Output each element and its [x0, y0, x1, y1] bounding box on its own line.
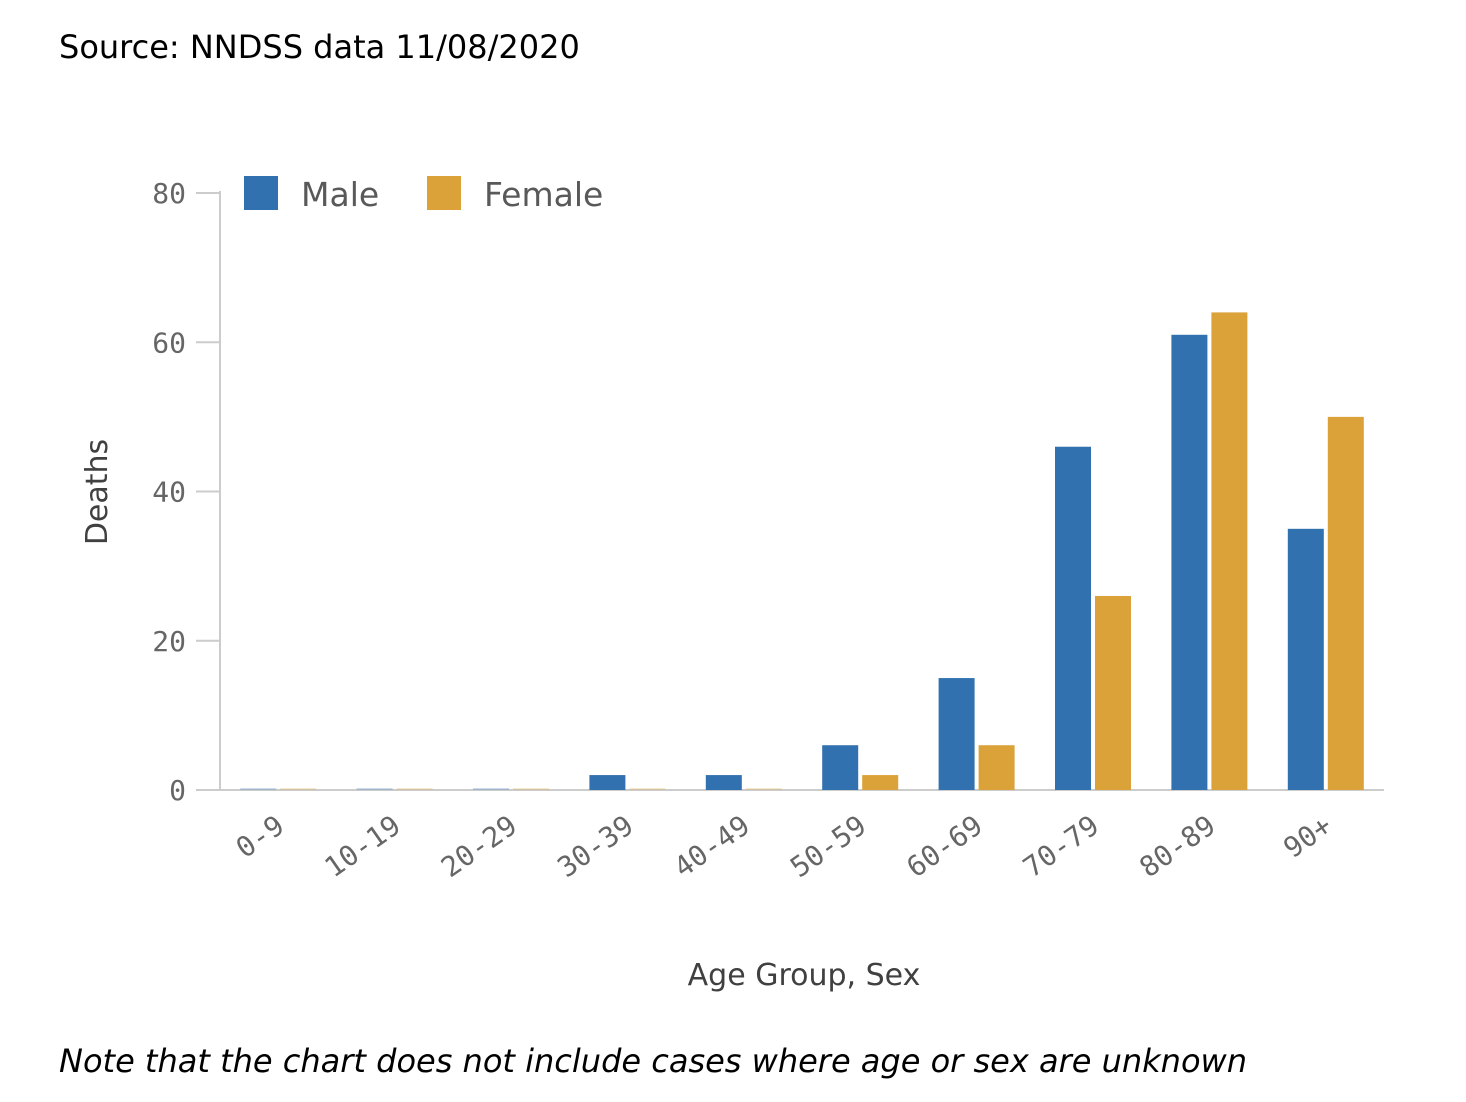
bar-female	[862, 775, 899, 790]
x-tick-label: 70-79	[1017, 809, 1105, 884]
x-tick-label: 90+	[1277, 809, 1337, 865]
source-note: Source: NNDSS data 11/08/2020	[59, 28, 580, 66]
y-axis-title: Deaths	[80, 439, 115, 545]
bar-female	[745, 788, 782, 790]
legend-swatch	[427, 176, 461, 210]
y-tick-label: 60	[152, 326, 186, 359]
x-tick-label: 80-89	[1133, 809, 1221, 884]
x-axis: 0-9 10-19 20-29 30-39 40-49 50-59 60-69 70-79 80…	[220, 789, 1384, 884]
legend-label: Female	[484, 175, 603, 214]
bar-female	[1327, 416, 1364, 790]
y-tick-label: 20	[152, 625, 186, 658]
bar-male	[822, 745, 859, 790]
y-axis: 0 20 40 60 80	[152, 177, 221, 807]
bar-male	[473, 788, 509, 790]
bar-female	[1211, 312, 1248, 790]
x-tick-label: 0-9	[230, 809, 290, 865]
bar-male	[356, 788, 393, 790]
x-axis-title: Age Group, Sex	[688, 958, 921, 993]
bar-female	[978, 745, 1015, 790]
bar-female	[513, 788, 549, 790]
bar-male	[1287, 528, 1324, 790]
x-tick-label: 40-49	[668, 809, 756, 884]
bars	[240, 312, 1364, 790]
y-tick-label: 40	[152, 476, 186, 509]
bar-male	[589, 775, 626, 790]
legend-label: Male	[301, 175, 379, 214]
bar-male	[938, 678, 975, 790]
x-tick-label: 60-69	[901, 809, 989, 884]
bar-chart: 0 20 40 60 80 0-9 10-19 20-29 30-39 40-49 50-59 60…	[80, 175, 1384, 993]
bar-male	[240, 788, 277, 790]
bar-female	[280, 788, 317, 790]
bar-male	[1171, 334, 1208, 790]
x-tick-label: 50-59	[784, 809, 872, 884]
bar-female	[629, 788, 666, 790]
bar-male	[705, 775, 742, 790]
legend-swatch	[244, 176, 278, 210]
bar-male	[1055, 446, 1091, 790]
bar-female	[396, 788, 433, 790]
bar-female	[1095, 595, 1131, 790]
y-tick-label: 0	[169, 774, 186, 807]
x-tick-label: 10-19	[319, 809, 407, 884]
y-tick-label: 80	[152, 177, 186, 210]
x-tick-label: 20-29	[435, 809, 523, 884]
x-tick-label: 30-39	[551, 809, 639, 884]
footnote: Note that the chart does not include cas…	[59, 1042, 1247, 1080]
legend: Male Female	[244, 175, 603, 214]
